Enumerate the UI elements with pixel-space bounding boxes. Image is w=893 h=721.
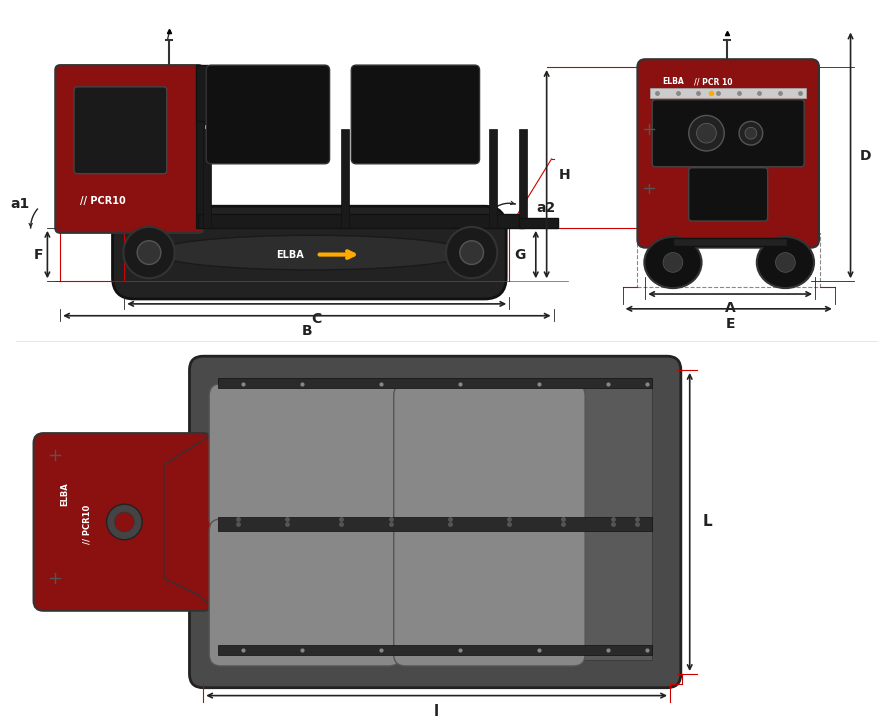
FancyBboxPatch shape bbox=[638, 59, 819, 247]
Text: B: B bbox=[302, 324, 313, 337]
Bar bbox=[218, 384, 652, 660]
Text: E: E bbox=[725, 317, 735, 331]
Circle shape bbox=[446, 227, 497, 278]
Circle shape bbox=[123, 227, 175, 278]
Circle shape bbox=[460, 241, 483, 265]
Text: // PCR10: // PCR10 bbox=[80, 196, 126, 206]
Bar bbox=[638, 233, 820, 287]
FancyBboxPatch shape bbox=[689, 168, 768, 221]
Bar bbox=[196, 65, 208, 124]
Ellipse shape bbox=[645, 236, 702, 288]
Text: // PCR 10: // PCR 10 bbox=[694, 77, 732, 87]
Text: ELBA: ELBA bbox=[60, 482, 70, 506]
Text: F: F bbox=[34, 247, 43, 262]
Text: // PCR10: // PCR10 bbox=[83, 504, 92, 544]
FancyBboxPatch shape bbox=[652, 99, 805, 167]
FancyBboxPatch shape bbox=[351, 65, 480, 164]
Text: ELBA: ELBA bbox=[276, 249, 304, 260]
Circle shape bbox=[739, 121, 763, 145]
Bar bbox=[218, 517, 652, 531]
Text: G: G bbox=[514, 247, 526, 262]
FancyBboxPatch shape bbox=[74, 87, 167, 174]
FancyBboxPatch shape bbox=[394, 519, 585, 666]
Text: a1: a1 bbox=[10, 198, 29, 211]
Text: ELBA: ELBA bbox=[662, 77, 684, 87]
Circle shape bbox=[745, 128, 756, 139]
FancyBboxPatch shape bbox=[55, 65, 204, 233]
FancyBboxPatch shape bbox=[209, 384, 401, 531]
Text: D: D bbox=[859, 149, 871, 163]
Bar bbox=[204, 129, 211, 228]
Bar bbox=[489, 129, 497, 228]
FancyBboxPatch shape bbox=[189, 356, 680, 688]
Circle shape bbox=[106, 504, 142, 540]
Circle shape bbox=[138, 241, 161, 265]
Text: H: H bbox=[558, 168, 570, 182]
Bar bbox=[218, 378, 652, 388]
Bar bbox=[673, 238, 788, 246]
Circle shape bbox=[697, 123, 716, 143]
Circle shape bbox=[775, 252, 796, 273]
Ellipse shape bbox=[756, 236, 814, 288]
Text: A: A bbox=[725, 301, 736, 315]
Text: a2: a2 bbox=[537, 201, 556, 215]
FancyBboxPatch shape bbox=[206, 65, 330, 164]
FancyBboxPatch shape bbox=[34, 433, 213, 611]
Circle shape bbox=[663, 252, 683, 273]
Bar bbox=[650, 88, 806, 97]
FancyBboxPatch shape bbox=[209, 519, 401, 666]
Bar bbox=[198, 214, 524, 228]
Circle shape bbox=[689, 115, 724, 151]
Polygon shape bbox=[163, 430, 218, 613]
Text: C: C bbox=[312, 311, 321, 326]
Text: l: l bbox=[434, 704, 438, 720]
FancyBboxPatch shape bbox=[113, 206, 506, 299]
Bar bbox=[341, 129, 349, 228]
Text: L: L bbox=[703, 515, 712, 529]
Bar bbox=[519, 129, 527, 228]
Bar bbox=[218, 645, 652, 655]
Ellipse shape bbox=[154, 235, 470, 270]
FancyBboxPatch shape bbox=[394, 384, 585, 531]
Bar bbox=[196, 121, 204, 228]
Bar bbox=[519, 218, 558, 228]
Circle shape bbox=[114, 512, 134, 532]
